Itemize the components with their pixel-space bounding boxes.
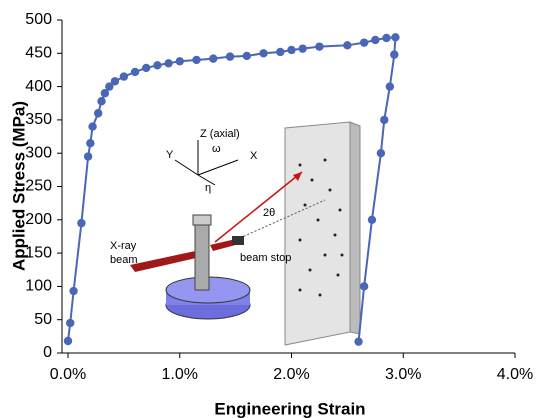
x-tick-label: 4.0% — [497, 366, 533, 383]
y-tick-label: 400 — [25, 78, 52, 95]
xray-beam — [130, 250, 205, 272]
data-point — [153, 61, 161, 69]
y-tick-label: 450 — [25, 45, 52, 62]
data-point — [360, 38, 368, 46]
data-point — [77, 219, 85, 227]
data-point — [368, 216, 376, 224]
data-point — [88, 122, 96, 130]
data-point — [142, 64, 150, 72]
data-point — [86, 139, 94, 147]
coordinate-axes — [175, 140, 238, 185]
data-point — [391, 33, 399, 41]
data-point — [259, 49, 267, 57]
y-tick-label: 300 — [25, 144, 52, 161]
x-axis-title: Engineering Strain — [214, 399, 365, 418]
data-point — [111, 77, 119, 85]
y-tick-label: 150 — [25, 244, 52, 261]
beam-stop — [232, 236, 244, 245]
chart: Z (axial) ω Y X η X-ray beam beam stop 2… — [0, 0, 542, 418]
annotation: X-ray — [110, 240, 137, 252]
data-point — [226, 52, 234, 60]
x-tick-label: 1.0% — [162, 366, 198, 383]
data-point — [382, 34, 390, 42]
annotation: ω — [212, 143, 221, 155]
annotation: beam stop — [240, 252, 291, 264]
detector — [285, 122, 350, 345]
annotation: X — [250, 150, 258, 162]
data-point — [276, 48, 284, 56]
inset-diagram: Z (axial) ω Y X η X-ray beam beam stop 2… — [110, 122, 360, 345]
data-point — [94, 109, 102, 117]
data-point — [97, 97, 105, 105]
annotation: 2θ — [263, 207, 275, 219]
x-tick-label: 3.0% — [385, 366, 421, 383]
data-point — [164, 59, 172, 67]
detector-edge — [350, 122, 360, 334]
data-point — [377, 149, 385, 157]
data-point — [390, 50, 398, 58]
annotation: Y — [166, 149, 174, 161]
data-point — [64, 337, 72, 345]
annotation: beam — [110, 254, 138, 266]
y-tick-label: 0 — [43, 344, 52, 361]
data-point — [315, 42, 323, 50]
data-point — [343, 41, 351, 49]
data-point — [298, 44, 306, 52]
data-point — [380, 116, 388, 124]
y-tick-label: 250 — [25, 178, 52, 195]
annotation: Z (axial) — [200, 128, 240, 140]
data-point — [176, 57, 184, 65]
x-tick-label: 2.0% — [273, 366, 309, 383]
data-point — [192, 56, 200, 64]
data-point — [131, 68, 139, 76]
data-point — [287, 46, 295, 54]
y-tick-label: 100 — [25, 278, 52, 295]
y-tick-label: 350 — [25, 111, 52, 128]
data-point — [209, 54, 217, 62]
grip-top — [193, 215, 211, 225]
x-tick-label: 0.0% — [50, 366, 86, 383]
y-tick-label: 500 — [25, 11, 52, 28]
data-point — [371, 36, 379, 44]
data-point — [69, 287, 77, 295]
y-tick-label: 200 — [25, 211, 52, 228]
data-point — [243, 52, 251, 60]
data-point — [84, 152, 92, 160]
data-point — [66, 319, 74, 327]
data-point — [354, 337, 362, 345]
data-point — [386, 82, 394, 90]
grip — [195, 222, 209, 290]
annotation: η — [205, 182, 211, 194]
data-point — [360, 282, 368, 290]
data-point — [120, 72, 128, 80]
y-tick-label: 50 — [34, 311, 52, 328]
